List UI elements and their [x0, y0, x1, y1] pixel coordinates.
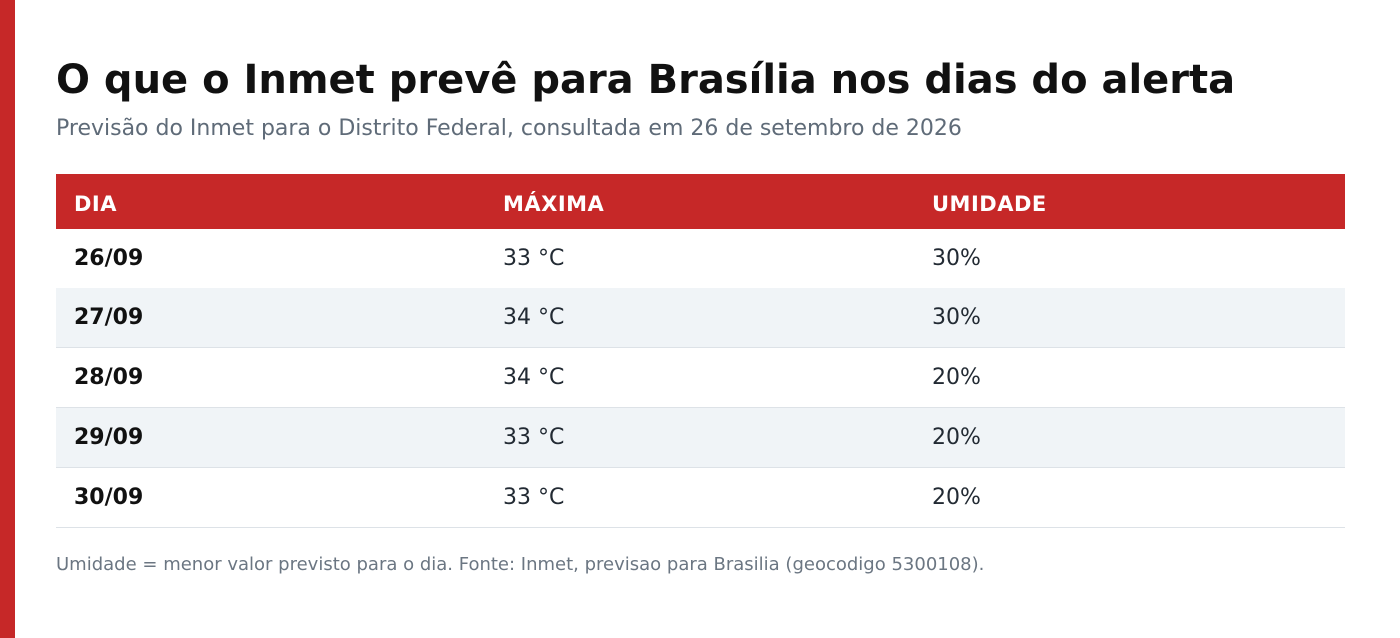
table-row: 29/09 33 °C 20% [56, 408, 1345, 468]
cell-day: 27/09 [74, 305, 144, 330]
page-title: O que o Inmet prevê para Brasília nos di… [56, 57, 1236, 103]
cell-max: 33 °C [503, 246, 565, 271]
cell-humidity: 20% [932, 485, 981, 510]
column-header-max: MÁXIMA [503, 191, 605, 216]
cell-max: 34 °C [503, 305, 565, 330]
cell-day: 28/09 [74, 365, 144, 390]
cell-max: 33 °C [503, 485, 565, 510]
table-row: 30/09 33 °C 20% [56, 468, 1345, 528]
page-subtitle: Previsão do Inmet para o Distrito Federa… [56, 116, 962, 141]
cell-humidity: 30% [932, 246, 981, 271]
cell-humidity: 30% [932, 305, 981, 330]
cell-humidity: 20% [932, 425, 981, 450]
table-row: 27/09 34 °C 30% [56, 288, 1345, 348]
table-row: 28/09 34 °C 20% [56, 348, 1345, 408]
table-row: 26/09 33 °C 30% [56, 229, 1345, 288]
table-header: DIA MÁXIMA UMIDADE [56, 174, 1345, 229]
cell-humidity: 20% [932, 365, 981, 390]
cell-max: 33 °C [503, 425, 565, 450]
source-footnote: Umidade = menor valor previsto para o di… [56, 554, 985, 575]
cell-day: 29/09 [74, 425, 144, 450]
column-header-day: DIA [74, 191, 117, 216]
cell-day: 26/09 [74, 246, 144, 271]
column-header-humidity: UMIDADE [932, 191, 1047, 216]
cell-day: 30/09 [74, 485, 144, 510]
cell-max: 34 °C [503, 365, 565, 390]
forecast-table: DIA MÁXIMA UMIDADE 26/09 33 °C 30% 27/09… [56, 174, 1345, 528]
accent-bar [0, 0, 15, 638]
